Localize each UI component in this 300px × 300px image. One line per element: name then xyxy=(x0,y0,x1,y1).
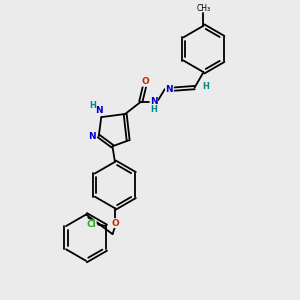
Text: H: H xyxy=(89,101,96,110)
Text: N: N xyxy=(150,97,158,106)
Text: N: N xyxy=(88,132,96,141)
Text: H: H xyxy=(150,105,157,114)
Text: H: H xyxy=(202,82,209,91)
Text: N: N xyxy=(95,106,103,115)
Text: CH₃: CH₃ xyxy=(196,4,211,13)
Text: O: O xyxy=(111,219,119,228)
Text: Cl: Cl xyxy=(86,220,96,229)
Text: N: N xyxy=(166,85,173,94)
Text: O: O xyxy=(142,77,149,86)
